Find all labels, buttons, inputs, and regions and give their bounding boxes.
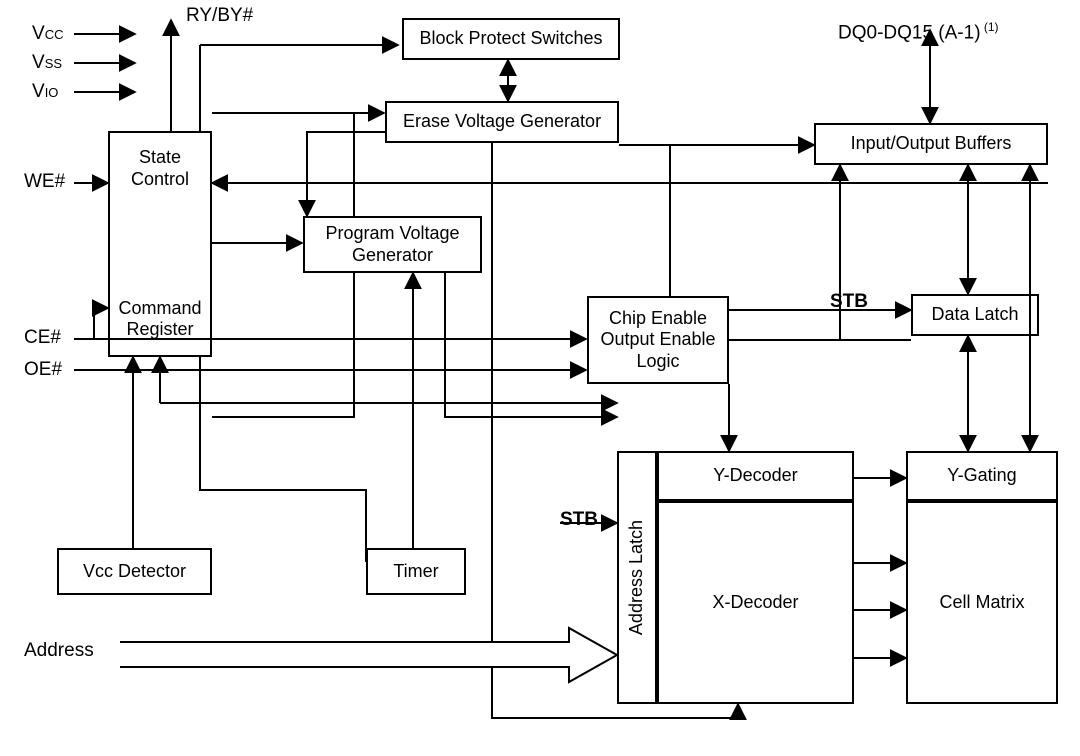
box-label: Erase Voltage Generator xyxy=(403,111,601,133)
vcc-detector: Vcc Detector xyxy=(57,548,212,595)
command-register-label: CommandRegister xyxy=(118,298,201,341)
timer: Timer xyxy=(366,548,466,595)
signal-dq: DQ0-DQ15 (A-1) (1) xyxy=(838,20,999,44)
box-label: Cell Matrix xyxy=(939,592,1024,614)
x-decoder: X-Decoder xyxy=(657,501,854,704)
signal-stb-2: STB xyxy=(560,509,598,531)
io-buffers: Input/Output Buffers xyxy=(814,123,1048,165)
wire xyxy=(200,357,366,562)
block-protect-switches: Block Protect Switches xyxy=(402,18,620,60)
box-label: Y-Decoder xyxy=(713,465,797,487)
box-label: Vcc Detector xyxy=(83,561,186,583)
signal-vio: VIO xyxy=(32,81,58,103)
state-control-command-register: StateControl CommandRegister xyxy=(108,131,212,357)
box-label: X-Decoder xyxy=(712,592,798,614)
erase-voltage-generator: Erase Voltage Generator xyxy=(385,101,619,143)
wire xyxy=(94,308,108,339)
program-voltage-generator: Program Voltage Generator xyxy=(303,216,482,273)
chip-enable-logic: Chip EnableOutput EnableLogic xyxy=(587,296,729,384)
signal-oe: OE# xyxy=(24,359,62,381)
state-control-label: StateControl xyxy=(131,147,189,190)
box-label: Program Voltage Generator xyxy=(309,223,476,266)
y-decoder: Y-Decoder xyxy=(657,451,854,501)
signal-stb-1: STB xyxy=(830,291,868,313)
box-label: Block Protect Switches xyxy=(419,28,602,50)
signal-ryby: RY/BY# xyxy=(186,5,253,27)
wire xyxy=(307,132,385,216)
signal-we: WE# xyxy=(24,171,65,193)
address-bus xyxy=(120,628,617,682)
box-label: Chip EnableOutput EnableLogic xyxy=(600,308,715,373)
address-latch: Address Latch xyxy=(617,451,657,704)
box-label: Timer xyxy=(393,561,438,583)
box-label: Input/Output Buffers xyxy=(851,133,1012,155)
box-label: Address Latch xyxy=(626,520,648,635)
data-latch: Data Latch xyxy=(911,294,1039,336)
signal-vcc: VCC xyxy=(32,23,63,45)
wire xyxy=(212,273,354,417)
signal-vss: VSS xyxy=(32,52,62,74)
y-gating: Y-Gating xyxy=(906,451,1058,501)
box-label: Y-Gating xyxy=(947,465,1016,487)
box-label: Data Latch xyxy=(931,304,1018,326)
signal-address: Address xyxy=(24,640,94,662)
cell-matrix: Cell Matrix xyxy=(906,501,1058,704)
signal-ce: CE# xyxy=(24,327,61,349)
diagram-stage: Block Protect Switches Erase Voltage Gen… xyxy=(0,0,1080,756)
